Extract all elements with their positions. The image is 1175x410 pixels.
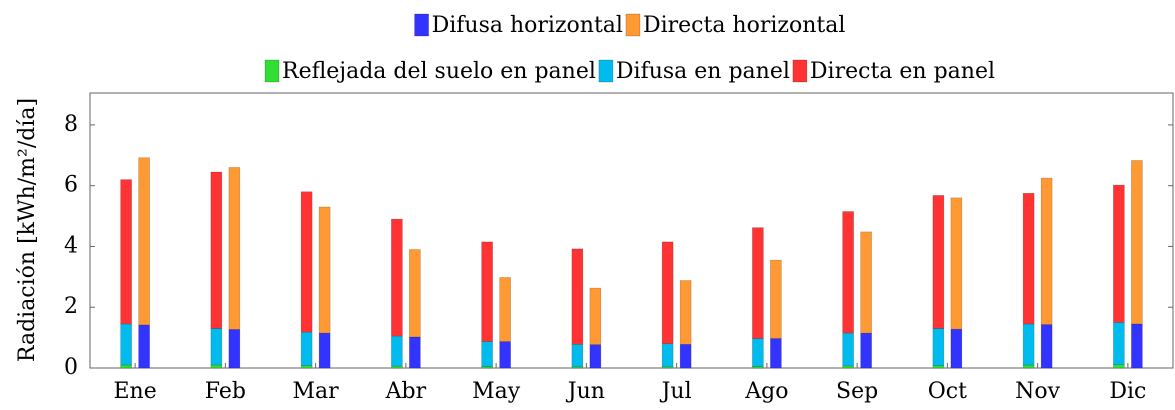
bar-segment <box>138 157 150 326</box>
legend-swatch <box>792 59 808 83</box>
bar-segment <box>950 328 963 369</box>
x-tick-label: Jun <box>566 379 605 404</box>
y-tick-label: 0 <box>64 355 78 380</box>
x-tick-label: Feb <box>205 379 246 404</box>
bar-segment <box>228 167 241 330</box>
bar-segment <box>481 341 493 367</box>
bar-segment <box>770 338 782 369</box>
bar-segment <box>409 249 421 338</box>
bar-segment <box>228 329 241 369</box>
bar-segment <box>409 336 421 369</box>
bar-segment <box>842 332 854 367</box>
y-tick-label: 6 <box>64 173 78 198</box>
bar-segment <box>752 338 764 367</box>
bar-segment <box>210 364 223 369</box>
bar-segment <box>120 323 132 366</box>
bar-segment <box>1040 324 1053 369</box>
bar-segment <box>210 171 223 329</box>
bar-segment <box>932 195 945 329</box>
bar-segment <box>842 211 854 334</box>
x-tick-label: Sep <box>836 379 878 404</box>
plot-frame <box>89 92 1174 369</box>
bar-segment <box>770 259 782 339</box>
bar-segment <box>1131 323 1143 369</box>
y-tick-label: 4 <box>64 233 78 258</box>
legend-label: Directa en panel <box>810 59 995 84</box>
x-tick-label: Abr <box>385 379 427 404</box>
x-tick-label: Mar <box>293 379 340 404</box>
bar-segment <box>120 179 132 325</box>
x-tick-label: Jul <box>660 379 692 404</box>
bar-segment <box>932 365 945 369</box>
bar-segment <box>138 324 150 369</box>
x-tick-label: May <box>472 379 521 404</box>
bar-segment <box>120 364 132 369</box>
x-tick-label: Ene <box>114 379 157 404</box>
bar-segment <box>571 248 584 345</box>
bar-segment <box>481 241 493 342</box>
bar-segment <box>1131 160 1143 325</box>
bar-segment <box>210 328 223 366</box>
x-tick-label: Oct <box>928 379 967 404</box>
bar-segment <box>1022 323 1035 366</box>
y-tick-label: 2 <box>64 294 78 319</box>
legend-swatch <box>625 13 641 37</box>
x-tick-label: Ago <box>744 379 788 404</box>
legend-swatch <box>264 59 280 83</box>
bar-segment <box>661 241 674 344</box>
bar-segment <box>1113 322 1125 365</box>
x-tick-label: Dic <box>1109 379 1146 404</box>
bar-segment <box>300 191 313 333</box>
legend-label: Difusa horizontal <box>432 13 623 38</box>
legend-label: Reflejada del suelo en panel <box>282 59 596 84</box>
bar-segment <box>499 341 511 369</box>
bar-segment <box>571 343 584 368</box>
bar-segment <box>842 365 854 369</box>
legend-label: Directa horizontal <box>643 13 845 38</box>
bar-segment <box>1022 192 1035 325</box>
bar-segment <box>1113 364 1125 369</box>
legend-swatch <box>598 59 614 83</box>
bar-segment <box>589 344 602 369</box>
bar-segment <box>661 343 674 368</box>
x-tick-label: Nov <box>1015 379 1060 404</box>
bar-segment <box>589 287 602 345</box>
legend-swatch <box>414 13 429 37</box>
bar-segment <box>1022 364 1035 369</box>
bar-segment <box>391 218 403 337</box>
y-tick-label: 8 <box>64 112 78 137</box>
bar-segment <box>932 328 945 366</box>
bar-segment <box>679 280 692 345</box>
bar-segment <box>679 343 692 369</box>
bar-segment <box>300 365 313 369</box>
bar-segment <box>499 277 511 342</box>
bar-segment <box>860 231 872 334</box>
bar-segment <box>391 335 403 367</box>
legend-label: Difusa en panel <box>616 59 790 84</box>
bar-segment <box>318 332 331 369</box>
bar-segment <box>860 332 872 369</box>
bar-segment <box>300 331 313 366</box>
bar-segment <box>950 197 963 330</box>
bar-segment <box>752 227 764 339</box>
y-axis-label: Radiación [kWh/m²/día] <box>15 98 40 362</box>
bar-segment <box>1113 184 1125 323</box>
bar-segment <box>1040 177 1053 325</box>
bar-segment <box>318 206 331 334</box>
